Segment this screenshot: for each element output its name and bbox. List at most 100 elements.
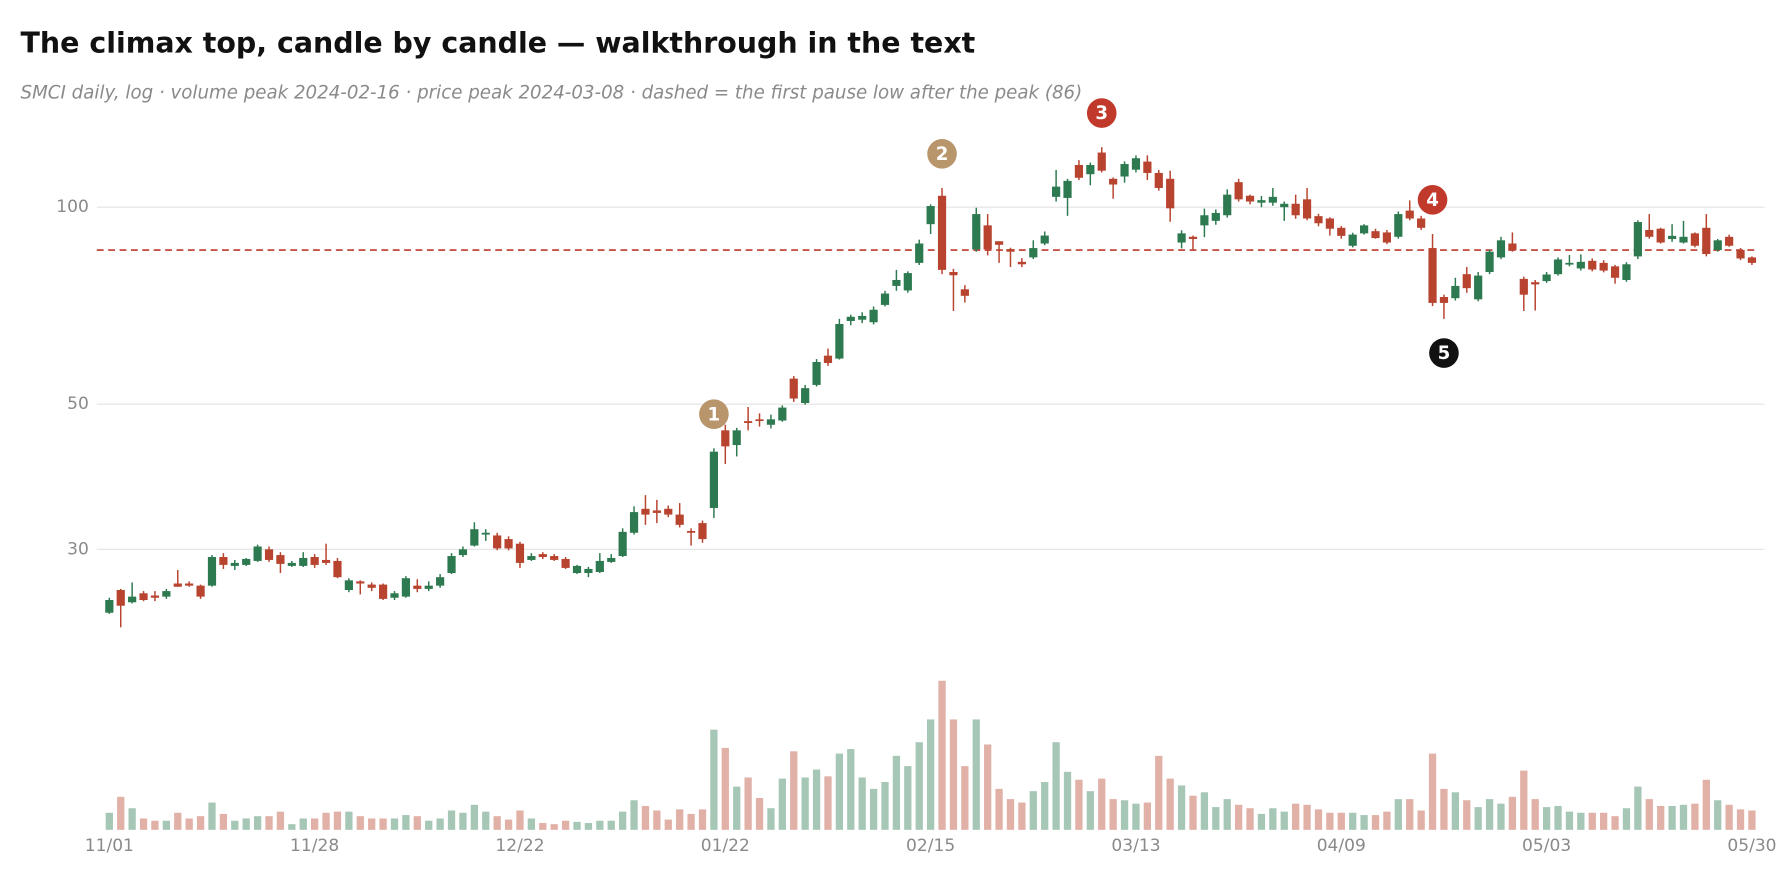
- annotation-label: 1: [708, 404, 721, 425]
- candle-body: [755, 419, 764, 422]
- candle-body: [903, 273, 912, 291]
- candle-body: [207, 557, 217, 586]
- candle-body: [401, 578, 411, 597]
- volume-bar: [653, 810, 661, 830]
- candle-body: [960, 289, 969, 296]
- volume-bar: [698, 809, 707, 830]
- candle-body: [356, 581, 365, 584]
- volume-bar: [253, 816, 262, 830]
- candle-body: [264, 549, 274, 560]
- volume-bar: [1474, 807, 1482, 830]
- candle-body: [550, 556, 559, 560]
- candle-body: [1474, 275, 1483, 300]
- volume-bar: [219, 813, 228, 830]
- candle-body: [1588, 260, 1597, 270]
- volume-bar: [824, 776, 832, 830]
- volume-bar: [1428, 753, 1437, 830]
- volume-bar: [1120, 800, 1129, 830]
- volume-bar: [1337, 812, 1345, 830]
- candle-body: [447, 556, 456, 574]
- y-tick-label: 100: [56, 197, 89, 217]
- volume-bar: [1143, 802, 1152, 830]
- candle-body: [1143, 161, 1152, 173]
- volume-bar: [1326, 812, 1334, 830]
- candle-body: [1690, 233, 1700, 246]
- candle-body: [367, 584, 376, 588]
- candle-body: [1109, 178, 1118, 185]
- candle-body: [607, 557, 616, 562]
- volume-bar: [767, 808, 775, 830]
- volume-bar: [995, 788, 1003, 830]
- annotation-label: 2: [936, 144, 949, 165]
- volume-bar: [1269, 808, 1277, 830]
- candle-body: [892, 279, 901, 286]
- volume-bar: [128, 808, 136, 830]
- volume-bar: [664, 819, 672, 830]
- volume-bar: [368, 818, 376, 830]
- candle-body: [1234, 182, 1243, 200]
- candle-body: [150, 595, 160, 598]
- candle-body: [344, 580, 353, 590]
- candle-body: [618, 531, 627, 557]
- volume-bar: [1542, 807, 1551, 830]
- volume-bar: [847, 749, 855, 830]
- candle-body: [1371, 231, 1380, 239]
- candle-body: [1531, 282, 1540, 285]
- candle-body: [1576, 261, 1585, 269]
- volume-bar: [174, 812, 182, 830]
- candle-body: [162, 591, 171, 597]
- volume-bar: [117, 796, 125, 830]
- volume-bar: [630, 800, 638, 830]
- candle-body: [470, 529, 479, 546]
- candle-body: [1485, 251, 1494, 273]
- volume-bar: [1622, 808, 1631, 830]
- volume-bar: [984, 744, 992, 830]
- volume-bar: [447, 810, 456, 830]
- volume-bar: [596, 820, 604, 830]
- volume-bar: [1177, 785, 1186, 830]
- annotation-label: 4: [1426, 190, 1439, 211]
- candle-body: [413, 585, 422, 589]
- volume-bar: [1508, 796, 1517, 830]
- candle-body: [1451, 285, 1460, 299]
- volume-bar: [972, 719, 980, 830]
- volume-bar: [1531, 799, 1539, 830]
- candle-body: [1656, 228, 1665, 243]
- volume-bar: [1588, 812, 1596, 830]
- candle-body: [823, 355, 833, 363]
- candle-body: [1496, 240, 1506, 258]
- candle-body: [310, 557, 319, 565]
- candle-body: [778, 407, 787, 421]
- candle-body: [1713, 240, 1722, 251]
- candle-body: [1086, 164, 1095, 175]
- candle-body: [1052, 186, 1061, 197]
- volume-bar: [1098, 778, 1106, 830]
- volume-bar: [1520, 770, 1528, 830]
- candle-body: [230, 562, 239, 566]
- candle-body: [1565, 262, 1574, 265]
- volume-bar: [744, 777, 752, 830]
- volume-bar: [436, 818, 444, 830]
- volume-bar: [1394, 799, 1402, 830]
- x-tick-label: 11/01: [85, 836, 134, 856]
- candle-body: [1553, 259, 1563, 275]
- volume-bar: [231, 820, 239, 830]
- volume-bar: [858, 777, 866, 830]
- candle-body: [926, 206, 935, 225]
- annotation-label: 3: [1095, 103, 1108, 124]
- volume-bar: [185, 818, 193, 830]
- candle-body: [812, 361, 821, 385]
- candle-body: [1645, 229, 1654, 237]
- volume-bar: [835, 753, 844, 830]
- annotation-marker: [699, 399, 729, 429]
- candle-body: [1360, 225, 1369, 234]
- volume-bar: [1577, 812, 1585, 830]
- y-tick-label: 30: [67, 539, 89, 559]
- candle-body: [1633, 222, 1642, 257]
- volume-bar: [1166, 778, 1174, 830]
- volume-bar: [208, 802, 216, 830]
- volume-bar: [299, 818, 307, 830]
- candle-body: [481, 532, 490, 535]
